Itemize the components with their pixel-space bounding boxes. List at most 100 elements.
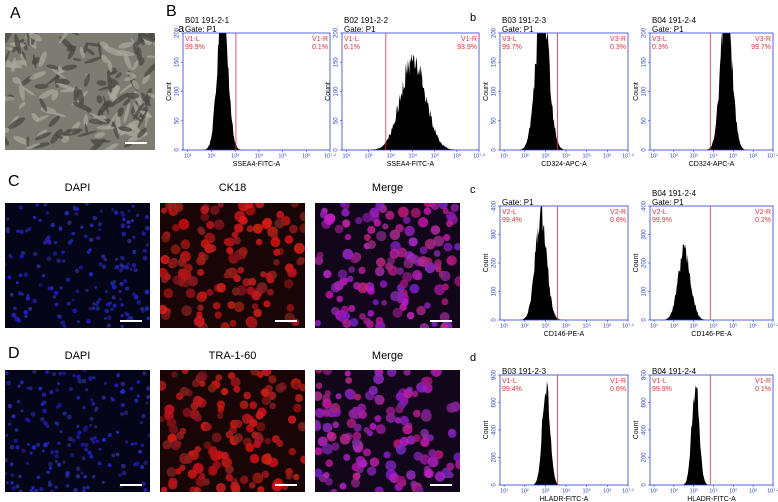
cell	[61, 259, 66, 263]
y-axis-label: Count	[633, 254, 640, 273]
cell	[21, 448, 26, 454]
cell	[54, 453, 59, 459]
cell	[291, 318, 300, 327]
cell	[32, 251, 38, 257]
cell	[32, 215, 37, 220]
y-tick-label: 0	[642, 148, 648, 152]
gate-name: V1-L	[652, 378, 667, 385]
cell	[26, 442, 30, 446]
cell	[15, 281, 19, 285]
cell	[138, 33, 155, 43]
cell	[137, 128, 147, 138]
cell	[107, 463, 112, 468]
cell	[300, 455, 305, 464]
cell	[252, 223, 263, 234]
cell	[375, 424, 386, 435]
cell	[322, 398, 332, 409]
x-tick-label: 10⁵	[431, 152, 439, 159]
cell	[202, 478, 210, 486]
cell	[144, 306, 150, 311]
y-tick-label: 100	[642, 286, 648, 297]
cell	[420, 437, 430, 448]
micrograph	[5, 370, 150, 492]
cell	[399, 436, 409, 447]
gate-name: V3-L	[652, 36, 667, 43]
cell	[18, 101, 26, 109]
cell	[160, 254, 170, 265]
cell	[77, 130, 98, 137]
cell	[345, 377, 353, 384]
cell	[215, 483, 226, 492]
cell	[61, 64, 78, 71]
cell	[406, 386, 413, 393]
cell	[58, 65, 63, 74]
cell	[288, 447, 296, 456]
x-tick-label: 10²	[365, 153, 373, 159]
cell	[8, 254, 13, 259]
cell	[358, 410, 368, 420]
cell	[42, 408, 47, 414]
cell	[351, 462, 361, 472]
gate-percent: 99.9%	[652, 217, 672, 224]
cell	[114, 383, 119, 388]
cell	[325, 477, 333, 486]
y-tick-label: 50	[175, 117, 181, 124]
cell	[200, 205, 209, 215]
cell	[88, 272, 94, 277]
cell	[366, 286, 375, 295]
cell	[433, 235, 444, 247]
cell	[406, 470, 416, 480]
cell	[177, 278, 185, 285]
cell	[411, 390, 419, 398]
cell	[404, 225, 415, 237]
cell	[315, 391, 323, 401]
cell	[77, 88, 85, 105]
cell	[36, 442, 41, 447]
cell	[28, 33, 43, 42]
cell	[375, 203, 385, 211]
cell	[139, 464, 145, 470]
cell	[72, 57, 82, 62]
cell	[13, 136, 30, 145]
cell	[49, 390, 54, 395]
cell	[403, 216, 411, 224]
cell	[239, 400, 249, 410]
cell	[104, 290, 109, 294]
cell	[261, 395, 272, 406]
cell	[109, 84, 119, 101]
cell	[431, 320, 438, 327]
cell	[7, 422, 12, 427]
cell	[315, 447, 323, 456]
cell	[261, 370, 272, 377]
cell	[346, 418, 357, 429]
cell	[10, 292, 14, 297]
cell	[343, 453, 351, 461]
cell	[193, 315, 205, 327]
cell	[198, 291, 208, 301]
cell	[147, 433, 150, 438]
x-tick-label: 10⁵	[583, 487, 591, 494]
y-tick-label: 150	[334, 57, 340, 68]
cell	[275, 383, 285, 393]
cell	[114, 210, 119, 215]
cell	[118, 297, 123, 301]
x-tick-label: 10⁶	[603, 322, 611, 329]
cell	[66, 44, 75, 52]
cell	[408, 237, 418, 247]
cell	[135, 213, 140, 218]
cell	[79, 46, 85, 59]
cell	[14, 428, 19, 432]
cell	[101, 395, 106, 400]
gate-name: V1-L	[344, 36, 359, 43]
histogram-title: Gate: P1	[652, 25, 684, 34]
cell	[91, 401, 96, 406]
y-tick-label: 300	[492, 229, 498, 240]
y-tick-label: 200	[642, 452, 648, 463]
gate-name: V1-L	[185, 36, 200, 43]
cell	[433, 250, 441, 257]
cell	[92, 302, 96, 306]
cell	[315, 382, 323, 389]
cell	[89, 454, 94, 459]
cell	[88, 237, 94, 243]
